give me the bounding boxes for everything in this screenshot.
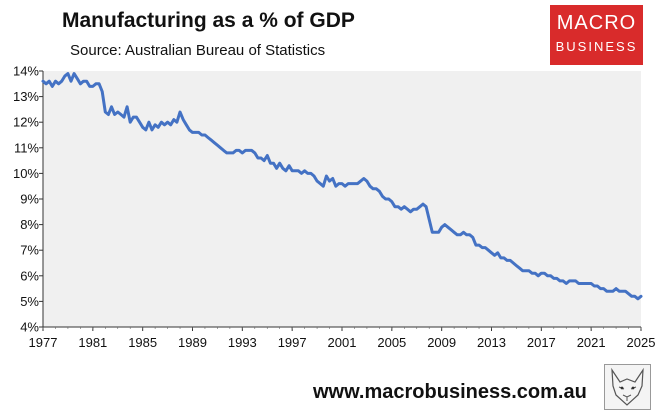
macrobusiness-logo[interactable]: MACRO BUSINESS <box>550 5 643 65</box>
x-tick-label: 1981 <box>78 335 107 350</box>
x-tick-label: 2025 <box>627 335 656 350</box>
x-tick-label: 1989 <box>178 335 207 350</box>
x-tick-label: 2021 <box>577 335 606 350</box>
y-tick-label: 14% <box>13 64 39 79</box>
y-tick-label: 5% <box>20 294 39 309</box>
logo-line-macro: MACRO <box>556 12 637 34</box>
y-tick-label: 11% <box>14 140 39 155</box>
x-tick-label: 1993 <box>228 335 257 350</box>
website-url[interactable]: www.macrobusiness.com.au <box>313 381 587 403</box>
x-tick-label: 2009 <box>427 335 456 350</box>
y-tick-label: 4% <box>20 320 39 335</box>
y-tick-label: 12% <box>13 115 39 130</box>
plot-area <box>43 71 641 327</box>
x-tick-label: 2005 <box>377 335 406 350</box>
x-tick-label: 2001 <box>328 335 357 350</box>
x-tick-label: 1977 <box>29 335 58 350</box>
y-tick-label: 6% <box>20 268 39 283</box>
x-tick-label: 2013 <box>477 335 506 350</box>
x-tick-label: 1997 <box>278 335 307 350</box>
logo-line-business: BUSINESS <box>555 39 638 54</box>
x-tick-label: 2017 <box>527 335 556 350</box>
y-tick-label: 7% <box>20 243 39 258</box>
y-tick-label: 8% <box>20 217 39 232</box>
y-tick-label: 9% <box>20 192 39 207</box>
y-tick-label: 13% <box>13 89 39 104</box>
y-tick-label: 10% <box>13 166 39 181</box>
chart-title: Manufacturing as a % of GDP <box>62 9 355 32</box>
fox-sketch-icon <box>604 364 651 410</box>
chart-subtitle: Source: Australian Bureau of Statistics <box>70 42 326 59</box>
x-tick-label: 1985 <box>128 335 157 350</box>
